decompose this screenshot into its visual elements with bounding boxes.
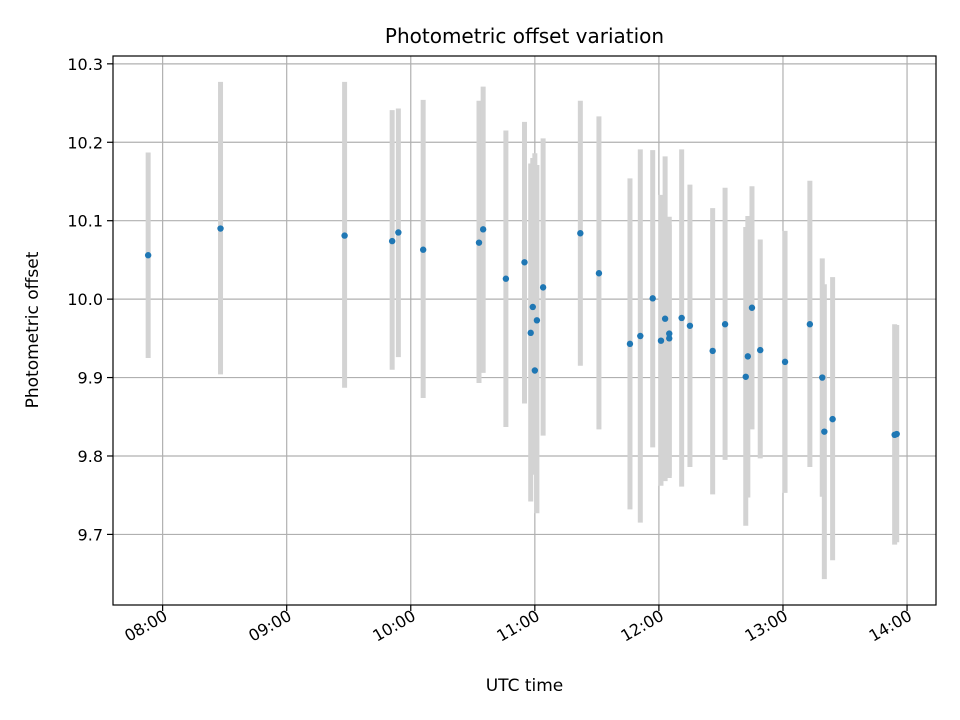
data-point: [829, 415, 836, 423]
data-point: [395, 229, 402, 236]
data-point: [626, 340, 634, 348]
data-point: [821, 428, 828, 435]
data-point: [657, 337, 665, 344]
data-point: [521, 259, 528, 266]
y-tick-label: 10.2: [67, 133, 103, 152]
y-tick-label: 10.0: [67, 290, 103, 309]
y-tick-label: 10.1: [67, 212, 103, 231]
data-point: [781, 358, 789, 366]
data-point: [475, 239, 483, 246]
data-point: [666, 335, 673, 342]
data-points: [144, 225, 900, 439]
data-point: [341, 232, 348, 239]
data-point: [388, 237, 396, 245]
y-axis-label: Photometric offset: [23, 251, 43, 408]
data-point: [539, 284, 547, 291]
data-point: [686, 322, 694, 329]
y-tick-label: 9.8: [78, 447, 103, 466]
data-point: [531, 367, 539, 374]
data-point: [666, 330, 673, 337]
data-point: [479, 226, 487, 233]
data-point: [661, 315, 669, 322]
y-tick-label: 10.3: [67, 55, 103, 74]
x-axis-label: UTC time: [486, 676, 564, 696]
data-point: [637, 332, 644, 340]
data-point: [721, 321, 729, 328]
data-point: [419, 246, 427, 253]
data-point: [742, 373, 749, 380]
data-point: [529, 303, 536, 311]
plot-frame: [112, 55, 937, 606]
data-point: [595, 270, 603, 277]
data-point: [806, 321, 814, 328]
data-point: [502, 275, 510, 282]
data-point: [709, 347, 716, 355]
y-tick-label: 9.9: [78, 369, 103, 388]
data-point: [527, 329, 534, 337]
data-point: [819, 374, 826, 381]
data-point: [649, 295, 656, 302]
data-point: [217, 225, 224, 232]
data-point: [893, 430, 900, 438]
data-point: [757, 346, 764, 354]
y-tick-label: 9.7: [78, 525, 103, 544]
data-point: [744, 353, 752, 360]
y-axis-ticks: 9.7 9.8 9.9 10.0 10.1 10.2 10.3: [67, 55, 113, 544]
data-point: [748, 304, 756, 311]
data-point: [678, 314, 685, 322]
data-point: [144, 252, 152, 259]
data-point: [533, 317, 541, 324]
chart-title: Photometric offset variation: [385, 24, 664, 48]
data-point: [577, 230, 584, 237]
